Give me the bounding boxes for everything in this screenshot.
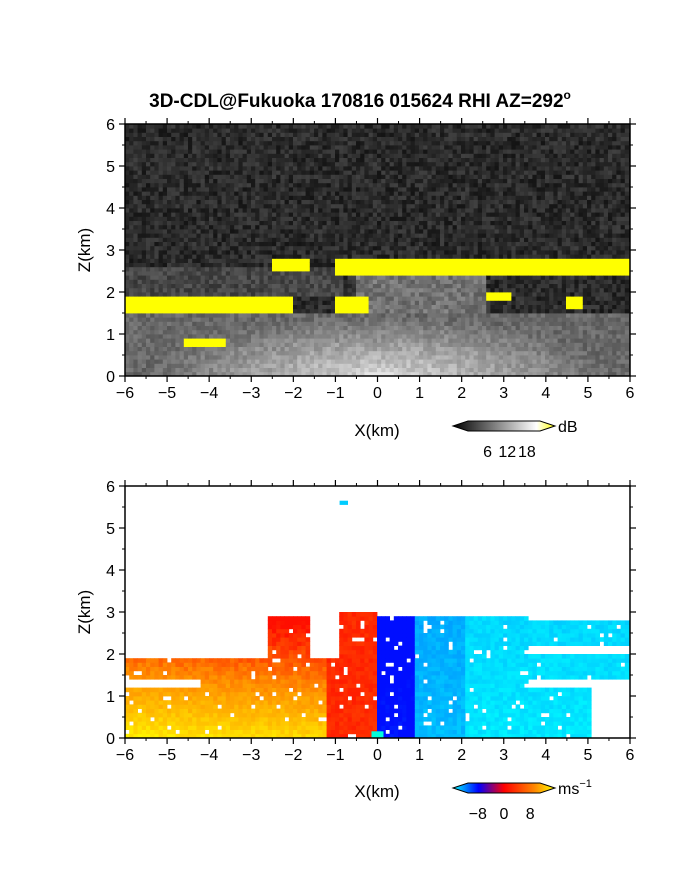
colorbar-unit: ms−1 xyxy=(558,778,592,798)
figure-title: 3D-CDL@Fukuoka 170816 015624 RHI AZ=292o xyxy=(149,88,571,112)
colorbar-bar xyxy=(451,420,557,432)
axis-ticks: −6 −5 −4 −3 −2 −1 0 1 2 3 4 5 6 0 1 2 3 4 5 6 xyxy=(106,479,636,764)
colorbar: dB 6 12 18 xyxy=(451,419,578,461)
x-tick-label: 2 xyxy=(457,385,466,402)
colorbar-ticks: 6 12 18 xyxy=(483,444,536,461)
y-tick-label: 5 xyxy=(106,159,115,176)
colorbar-unit: dB xyxy=(558,419,578,436)
x-tick-label: −5 xyxy=(158,385,176,402)
y-tick-label: 2 xyxy=(106,647,115,664)
x-tick-label: 4 xyxy=(541,385,550,402)
colorbar-tick-label: 8 xyxy=(526,806,535,823)
x-tick-label: 1 xyxy=(415,385,424,402)
x-tick-label: 5 xyxy=(583,747,592,764)
x-tick-label: 6 xyxy=(626,747,635,764)
y-tick-label: 2 xyxy=(106,285,115,302)
x-tick-label: 3 xyxy=(499,747,508,764)
colorbar-tick-label: 6 xyxy=(483,444,492,461)
colorbar-ticks: −8 0 8 xyxy=(469,806,535,823)
y-tick-label: 0 xyxy=(106,731,115,748)
x-tick-label: −1 xyxy=(326,747,344,764)
x-tick-label: 2 xyxy=(457,747,466,764)
x-tick-label: 6 xyxy=(626,385,635,402)
x-tick-label: 4 xyxy=(541,747,550,764)
colorbar-tick-label: 12 xyxy=(498,444,516,461)
x-tick-label: −5 xyxy=(158,747,176,764)
x-tick-label: 0 xyxy=(373,747,382,764)
backscatter-heatmap xyxy=(125,124,630,376)
x-tick-label: −4 xyxy=(200,385,218,402)
y-tick-label: 5 xyxy=(106,521,115,538)
axis-ticks: −6 −5 −4 −3 −2 −1 0 1 2 3 4 5 6 0 1 2 3 4 5 6 xyxy=(106,117,636,402)
y-axis-label: Z(km) xyxy=(75,228,94,272)
x-tick-label: −6 xyxy=(116,747,134,764)
y-tick-label: 3 xyxy=(106,243,115,260)
colorbar-tick-label: 18 xyxy=(518,444,536,461)
velocity-panel: −6 −5 −4 −3 −2 −1 0 1 2 3 4 5 6 0 1 2 3 4 5 6 X(km) Z(km) m… xyxy=(75,479,636,823)
x-tick-label: 3 xyxy=(499,385,508,402)
x-axis-label: X(km) xyxy=(354,782,399,801)
x-tick-label: −4 xyxy=(200,747,218,764)
x-tick-label: −6 xyxy=(116,385,134,402)
colorbar-tick-label: 0 xyxy=(500,806,509,823)
colorbar: ms−1 −8 0 8 xyxy=(451,778,592,823)
x-tick-label: 1 xyxy=(415,747,424,764)
x-tick-label: 0 xyxy=(373,385,382,402)
x-tick-label: −1 xyxy=(326,385,344,402)
y-tick-label: 4 xyxy=(106,563,115,580)
y-tick-label: 6 xyxy=(106,117,115,134)
x-tick-label: −3 xyxy=(242,747,260,764)
colorbar-tick-label: −8 xyxy=(469,806,487,823)
velocity-heatmap xyxy=(125,500,630,738)
colorbar-bar xyxy=(451,782,557,794)
y-axis-label: Z(km) xyxy=(75,590,94,634)
x-tick-label: 5 xyxy=(583,385,592,402)
y-tick-label: 3 xyxy=(106,605,115,622)
y-tick-label: 6 xyxy=(106,479,115,496)
x-axis-label: X(km) xyxy=(354,421,399,440)
y-tick-label: 1 xyxy=(106,327,115,344)
x-tick-label: −2 xyxy=(284,747,302,764)
y-tick-label: 4 xyxy=(106,201,115,218)
y-tick-label: 0 xyxy=(106,369,115,386)
x-tick-label: −3 xyxy=(242,385,260,402)
x-tick-label: −2 xyxy=(284,385,302,402)
y-tick-label: 1 xyxy=(106,689,115,706)
